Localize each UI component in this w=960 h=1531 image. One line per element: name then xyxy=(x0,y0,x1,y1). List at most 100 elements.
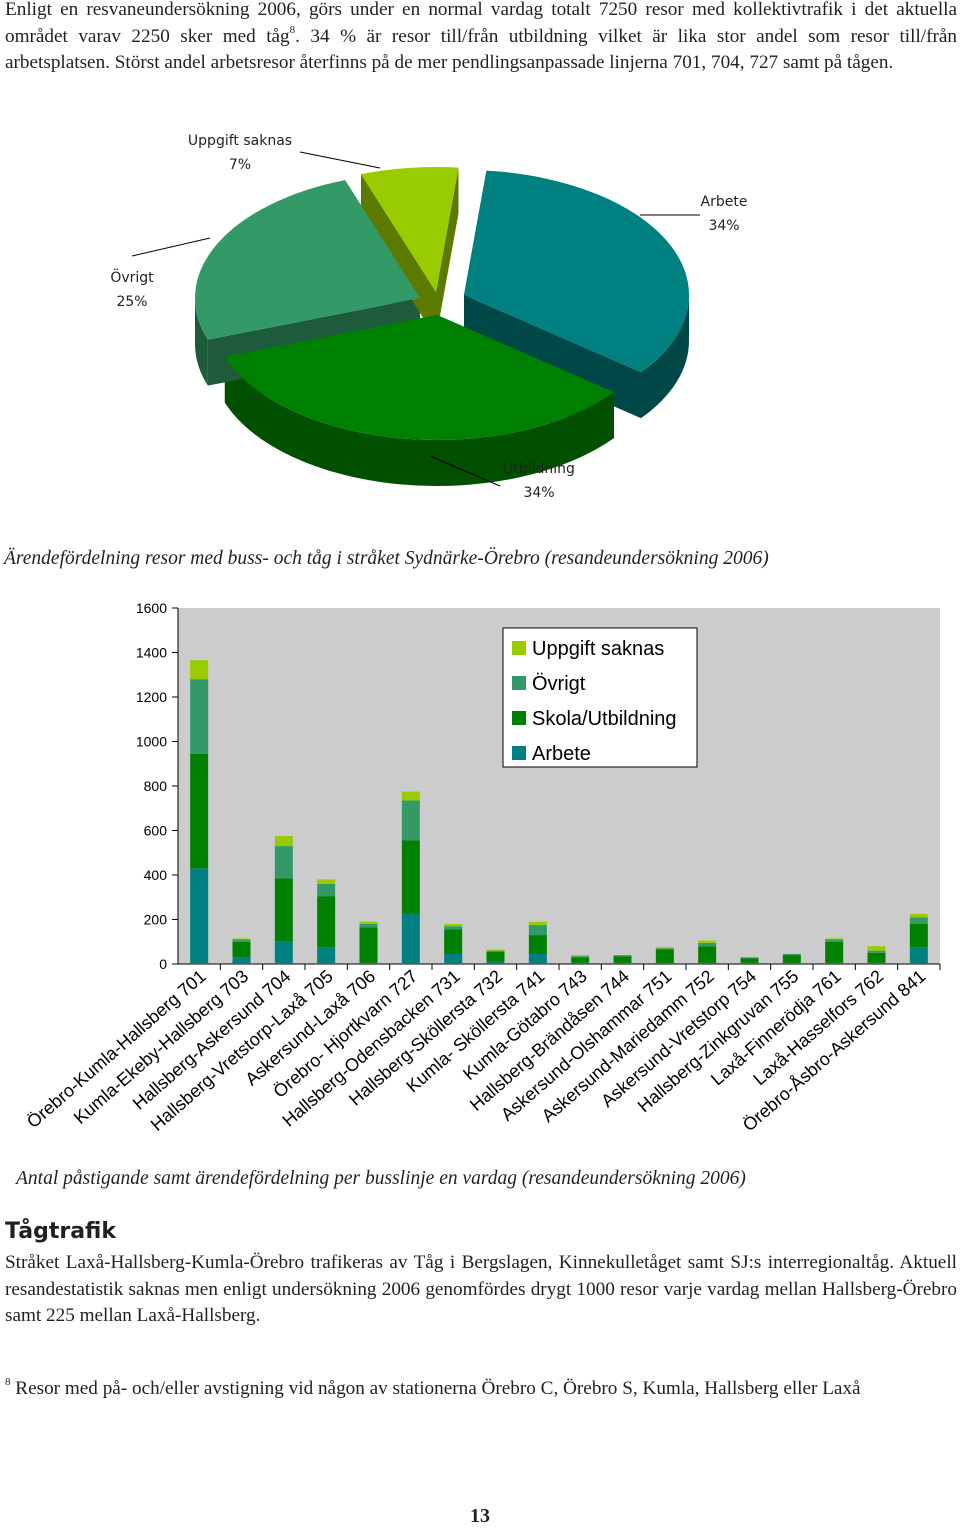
bar-uppgift-saknas xyxy=(401,791,420,801)
pie-value-arbete: 34% xyxy=(708,218,739,234)
bar-arbete xyxy=(698,962,717,964)
bar-arbete xyxy=(274,941,293,964)
pie-label-uppgift-saknas: Uppgift saknas xyxy=(188,133,292,149)
bar-arbete xyxy=(190,868,209,964)
legend-swatch-arbete xyxy=(512,746,526,760)
bar-uppgift-saknas xyxy=(317,879,336,884)
bar-arbete xyxy=(867,962,886,964)
footnote-ref[interactable]: 8 xyxy=(289,23,296,36)
pie-side-ovrigt xyxy=(195,298,208,386)
bar-uppgift-saknas xyxy=(190,660,209,680)
pie-leader-line xyxy=(429,455,501,487)
pie-value-ovrigt: 25% xyxy=(116,294,147,310)
chart-legend: Uppgift saknas Övrigt Skola/Utbildning Arbe… xyxy=(502,627,698,768)
bar-skola-utbildning xyxy=(359,927,378,963)
legend-label-skola-utbildning: Skola/Utbildning xyxy=(532,708,677,730)
pie-label-ovrigt: Övrigt xyxy=(110,268,154,286)
y-tick-label: 400 xyxy=(144,867,168,883)
bar-arbete xyxy=(401,913,420,964)
bar-arbete xyxy=(782,962,801,964)
bar-skola-utbildning xyxy=(232,941,251,958)
bar-skola-utbildning xyxy=(401,840,420,914)
pie-slice-arbete xyxy=(464,170,690,373)
bar-chart: 02004006008001000120014001600Örebro-Kuml… xyxy=(23,600,941,1135)
bar-uppgift-saknas xyxy=(232,938,251,940)
bar-arbete xyxy=(571,962,590,964)
bar-arbete xyxy=(909,947,928,964)
bar-uppgift-saknas xyxy=(909,913,928,918)
pie-slice-utbildning xyxy=(224,315,614,441)
bar-ovrigt xyxy=(232,939,251,942)
y-tick-label: 0 xyxy=(159,956,167,972)
bar-arbete xyxy=(359,962,378,964)
bar-skola-utbildning xyxy=(825,941,844,963)
legend-label-ovrigt: Övrigt xyxy=(532,673,586,695)
bar-arbete xyxy=(825,962,844,964)
bar-ovrigt xyxy=(698,942,717,947)
pie-chart: Arbete 34% Utbildning 34% Övrigt 25% Uppgift s… xyxy=(110,133,748,501)
bar-skola-utbildning xyxy=(190,753,209,869)
bar-skola-utbildning xyxy=(782,955,801,963)
pie-slice-uppgift-saknas xyxy=(361,167,459,292)
bar-ovrigt xyxy=(444,926,463,930)
y-tick-label: 1400 xyxy=(136,645,167,661)
section-heading: Tågtrafik xyxy=(5,1219,116,1244)
bar-ovrigt xyxy=(782,953,801,956)
bar-uppgift-saknas xyxy=(571,955,590,957)
bar-ovrigt xyxy=(401,800,420,841)
pie-side-arbete xyxy=(640,295,689,419)
legend-box xyxy=(502,627,698,768)
legend-swatch-skola-utbildning xyxy=(512,711,526,725)
pie-caption: Ärendefördelning resor med buss- och tåg… xyxy=(4,548,769,569)
pie-leader-line xyxy=(131,237,211,257)
bar-ovrigt xyxy=(359,923,378,928)
bar-ovrigt xyxy=(274,846,293,879)
bar-skola-utbildning xyxy=(740,958,759,963)
bar-ovrigt xyxy=(190,679,209,754)
bar-skola-utbildning xyxy=(867,952,886,963)
bar-uppgift-saknas xyxy=(444,923,463,927)
bar-skola-utbildning xyxy=(274,878,293,942)
bar-skola-utbildning xyxy=(486,951,505,962)
legend-swatch-uppgift-saknas xyxy=(512,641,526,655)
bar-skola-utbildning xyxy=(571,957,590,963)
pie-label-arbete: Arbete xyxy=(701,194,748,210)
legend-label-arbete: Arbete xyxy=(532,743,591,765)
y-tick-label: 800 xyxy=(144,778,168,794)
bar-skola-utbildning xyxy=(317,896,336,948)
bar-arbete xyxy=(232,957,251,964)
bar-ovrigt xyxy=(740,957,759,959)
y-tick-label: 1200 xyxy=(136,689,167,705)
pie-slice-ovrigt xyxy=(194,180,420,340)
page-number: 13 xyxy=(470,1505,490,1527)
bar-caption: Antal påstigande samt ärendefördelning p… xyxy=(16,1168,746,1189)
bar-ovrigt xyxy=(528,925,547,936)
bar-uppgift-saknas xyxy=(655,947,674,949)
bar-arbete xyxy=(740,962,759,964)
pie-side-utbildning xyxy=(224,356,614,487)
bar-ovrigt xyxy=(317,883,336,897)
bar-skola-utbildning xyxy=(909,923,928,948)
x-category-label: Kumla-Ekeby-Hallsberg 703 xyxy=(70,966,252,1128)
bar-uppgift-saknas xyxy=(359,921,378,924)
pie-label-utbildning: Utbildning xyxy=(503,461,575,477)
bar-arbete xyxy=(317,947,336,964)
footnote-text: Resor med på- och/eller avstigning vid n… xyxy=(10,1378,861,1399)
legend-label-uppgift-saknas: Uppgift saknas xyxy=(532,638,664,660)
bar-ovrigt xyxy=(486,950,505,952)
pie-value-uppgift-saknas: 7% xyxy=(229,157,251,173)
train-paragraph: Stråket Laxå-Hallsberg-Kumla-Örebro traf… xyxy=(5,1252,957,1326)
bar-skola-utbildning xyxy=(698,946,717,963)
pie-side-uppgift-saknas xyxy=(436,167,459,338)
footnote-number: 8 xyxy=(5,1376,11,1388)
y-tick-label: 1600 xyxy=(136,600,167,616)
bar-ovrigt xyxy=(825,939,844,942)
pie-value-utbildning: 34% xyxy=(523,485,554,501)
bar-uppgift-saknas xyxy=(867,946,886,951)
bar-ovrigt xyxy=(867,950,886,953)
bar-ovrigt xyxy=(655,948,674,950)
bar-uppgift-saknas xyxy=(486,949,505,951)
y-tick-label: 200 xyxy=(144,912,168,928)
bar-arbete xyxy=(528,953,547,964)
bar-arbete xyxy=(655,962,674,964)
